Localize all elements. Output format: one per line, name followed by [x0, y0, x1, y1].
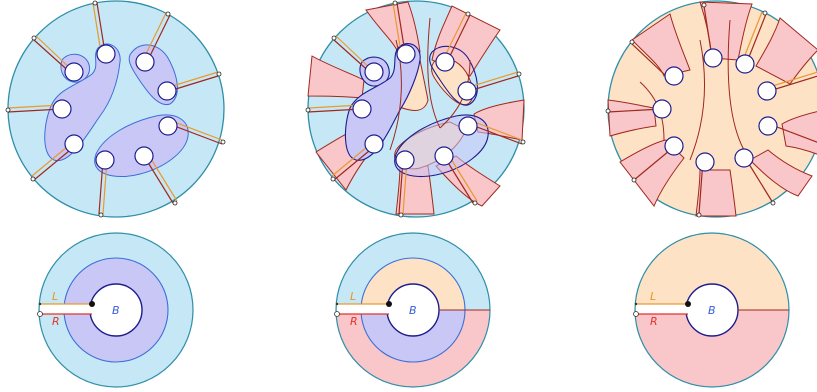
annulus-middle: L R B — [334, 232, 491, 388]
boundary-point-small — [38, 302, 42, 306]
outer-disk — [7, 0, 225, 218]
annulus-left: L R B — [37, 232, 194, 388]
lavender-region — [429, 45, 478, 106]
endpoints — [5, 0, 226, 218]
disk-bottom — [635, 310, 789, 387]
slit-end-point — [685, 301, 691, 307]
label-R: R — [350, 315, 358, 328]
label-R: R — [52, 315, 60, 328]
endpoints — [605, 2, 776, 218]
slit-end-point — [89, 301, 95, 307]
slit-band — [636, 304, 688, 314]
boundary-point — [37, 311, 43, 317]
label-B: B — [112, 304, 120, 317]
label-B: B — [708, 304, 716, 317]
label-R: R — [650, 315, 658, 328]
lavender-region — [44, 43, 121, 162]
slit-band — [40, 304, 92, 314]
holes — [652, 48, 778, 172]
slit-band — [337, 304, 389, 314]
annulus-right: L R B — [633, 232, 790, 388]
endpoints — [305, 0, 526, 218]
label-L: L — [52, 290, 58, 303]
pink-sectors — [607, 1, 817, 217]
label-L: L — [650, 290, 656, 303]
holes — [352, 44, 478, 170]
slit-end-point — [386, 301, 392, 307]
panel-top-middle — [305, 0, 526, 218]
boundary-point — [633, 311, 639, 317]
label-L: L — [350, 290, 356, 303]
holes — [52, 44, 178, 170]
boundary-point — [334, 311, 340, 317]
panel-top-left — [5, 0, 226, 218]
label-B: B — [409, 304, 417, 317]
panel-top-right — [605, 0, 817, 218]
disk-top — [635, 233, 789, 310]
